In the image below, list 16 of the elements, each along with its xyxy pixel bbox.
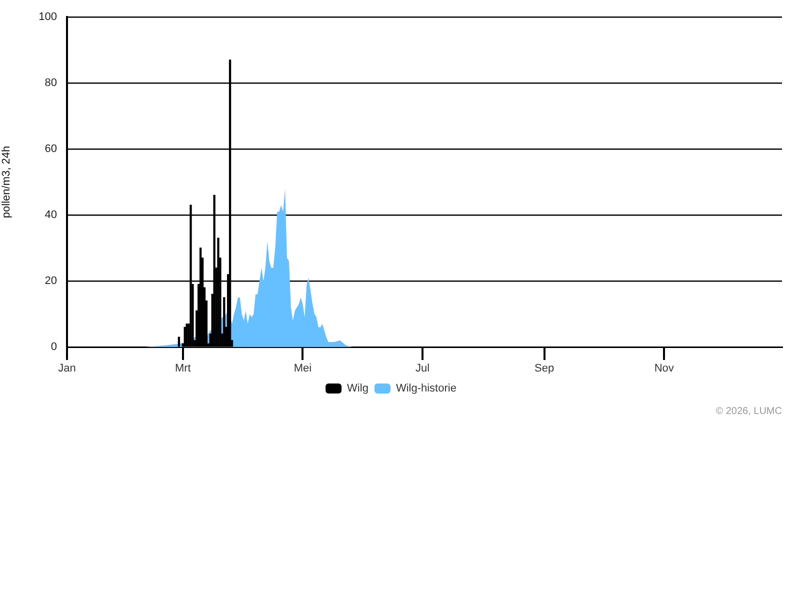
x-tick-label: Jul xyxy=(416,362,430,375)
x-tick-label: Sep xyxy=(534,362,554,375)
text: © 2026, LUMC xyxy=(716,406,782,417)
x-tick-label: Jan xyxy=(58,362,76,375)
x-tick-label: Nov xyxy=(654,362,674,375)
y-tick-label: 100 xyxy=(38,11,57,24)
x-tick-label: Mei xyxy=(294,362,312,375)
legend-label: Wilg xyxy=(347,382,368,395)
y-tick-label: 40 xyxy=(44,209,57,222)
y-axis-title: pollen/m3, 24h xyxy=(0,146,13,218)
legend-label: Wilg-historie xyxy=(396,382,456,395)
y-tick-label: 20 xyxy=(44,275,57,288)
x-tick-label: Mrt xyxy=(174,362,191,375)
y-tick-label: 60 xyxy=(44,143,57,156)
y-tick-label: 80 xyxy=(44,77,57,90)
y-tick-label: 0 xyxy=(50,341,57,354)
